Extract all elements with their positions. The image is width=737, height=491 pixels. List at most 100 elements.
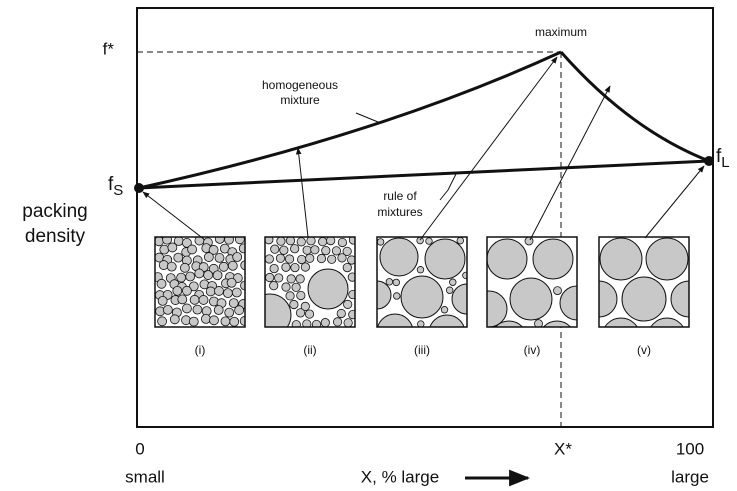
small-particle (534, 319, 543, 327)
small-particle (456, 237, 464, 245)
rule-label: rule of (383, 189, 417, 203)
inset-label: (v) (637, 343, 651, 357)
small-particle (342, 263, 352, 273)
small-particle (326, 237, 336, 246)
point (704, 156, 714, 166)
small-particle (310, 245, 320, 255)
small-particle (198, 295, 209, 305)
large-particle (429, 314, 465, 327)
small-particle (416, 237, 424, 245)
large-particle (494, 320, 524, 327)
small-particle (265, 237, 274, 245)
f-l-base: f (716, 146, 722, 167)
large-particle (509, 277, 553, 321)
x-start: 0 (135, 439, 144, 458)
large-particle (604, 317, 638, 327)
f-s-label: fS (108, 174, 123, 199)
large-particle (487, 290, 508, 327)
inset-label: (ii) (303, 343, 316, 357)
small-particle (265, 272, 275, 283)
small-particle (279, 245, 289, 255)
small-particle (290, 262, 300, 273)
small-particle (159, 244, 170, 255)
small-particle (343, 318, 353, 327)
small-particle (440, 306, 449, 314)
small-particle (201, 313, 211, 324)
large-particle (400, 275, 444, 319)
small-particle (203, 270, 214, 280)
small-particle (234, 237, 245, 245)
small-particle (224, 307, 235, 318)
small-particle (212, 270, 223, 281)
small-particle (269, 281, 279, 291)
f-star-label: f* (103, 39, 115, 58)
small-particle (343, 299, 353, 309)
small-particle (228, 298, 239, 308)
small-particle (524, 237, 534, 246)
arrow (529, 85, 611, 241)
small-particle (304, 309, 315, 319)
small-particle (348, 237, 355, 245)
small-particle (208, 245, 219, 255)
small-particle (289, 299, 299, 310)
large-particle (621, 276, 667, 322)
small-particle (173, 252, 184, 263)
small-particle (232, 252, 243, 262)
inset-border (598, 236, 690, 328)
small-particle (224, 237, 234, 245)
homogeneous-curve (138, 50, 562, 190)
large-particle (599, 237, 643, 281)
small-particle (286, 274, 296, 284)
small-particle (337, 253, 347, 263)
small-particle (234, 305, 245, 316)
inset-border (154, 236, 246, 328)
small-particle (348, 309, 355, 320)
x-star: X* (554, 439, 572, 458)
small-particle (337, 237, 348, 248)
small-particle (176, 272, 187, 283)
pointer (355, 112, 379, 123)
small-particle (269, 263, 279, 274)
small-particle (238, 243, 245, 254)
arrow (419, 56, 558, 241)
small-particle (462, 271, 467, 280)
inset (265, 237, 355, 327)
small-particle (188, 316, 199, 327)
small-particle (205, 286, 216, 297)
x-title: X, % large (361, 467, 439, 486)
small-particle (185, 271, 196, 282)
small-particle (231, 287, 242, 298)
small-particle (295, 274, 305, 284)
small-particle (332, 317, 343, 327)
small-particle (305, 253, 315, 263)
small-particle (214, 253, 225, 263)
small-particle (265, 254, 274, 264)
small-particle (192, 304, 203, 315)
large-particle (645, 237, 689, 281)
large-particle (559, 285, 577, 321)
small-particle (417, 320, 425, 327)
small-particle (296, 290, 306, 301)
small-particle (291, 282, 301, 292)
small-particle (227, 260, 238, 271)
small-particle (284, 254, 295, 264)
small-particle (214, 286, 224, 296)
large-particle (451, 283, 467, 315)
small-particle (302, 245, 312, 255)
small-particle (226, 277, 237, 288)
large-particle (379, 237, 419, 277)
small-particle (169, 314, 180, 325)
inset (155, 237, 245, 327)
small-particle (156, 278, 167, 289)
small-particle (222, 288, 233, 299)
small-particle (188, 281, 199, 292)
small-particle (445, 286, 454, 294)
small-particle (392, 278, 400, 287)
rule-label: mixtures (377, 205, 422, 219)
f-l-label: fL (716, 146, 730, 171)
small-particle (155, 237, 164, 247)
small-particle (167, 242, 178, 253)
small-particle (180, 262, 190, 273)
f-l-sub: L (721, 154, 729, 171)
small-particle (306, 237, 316, 246)
